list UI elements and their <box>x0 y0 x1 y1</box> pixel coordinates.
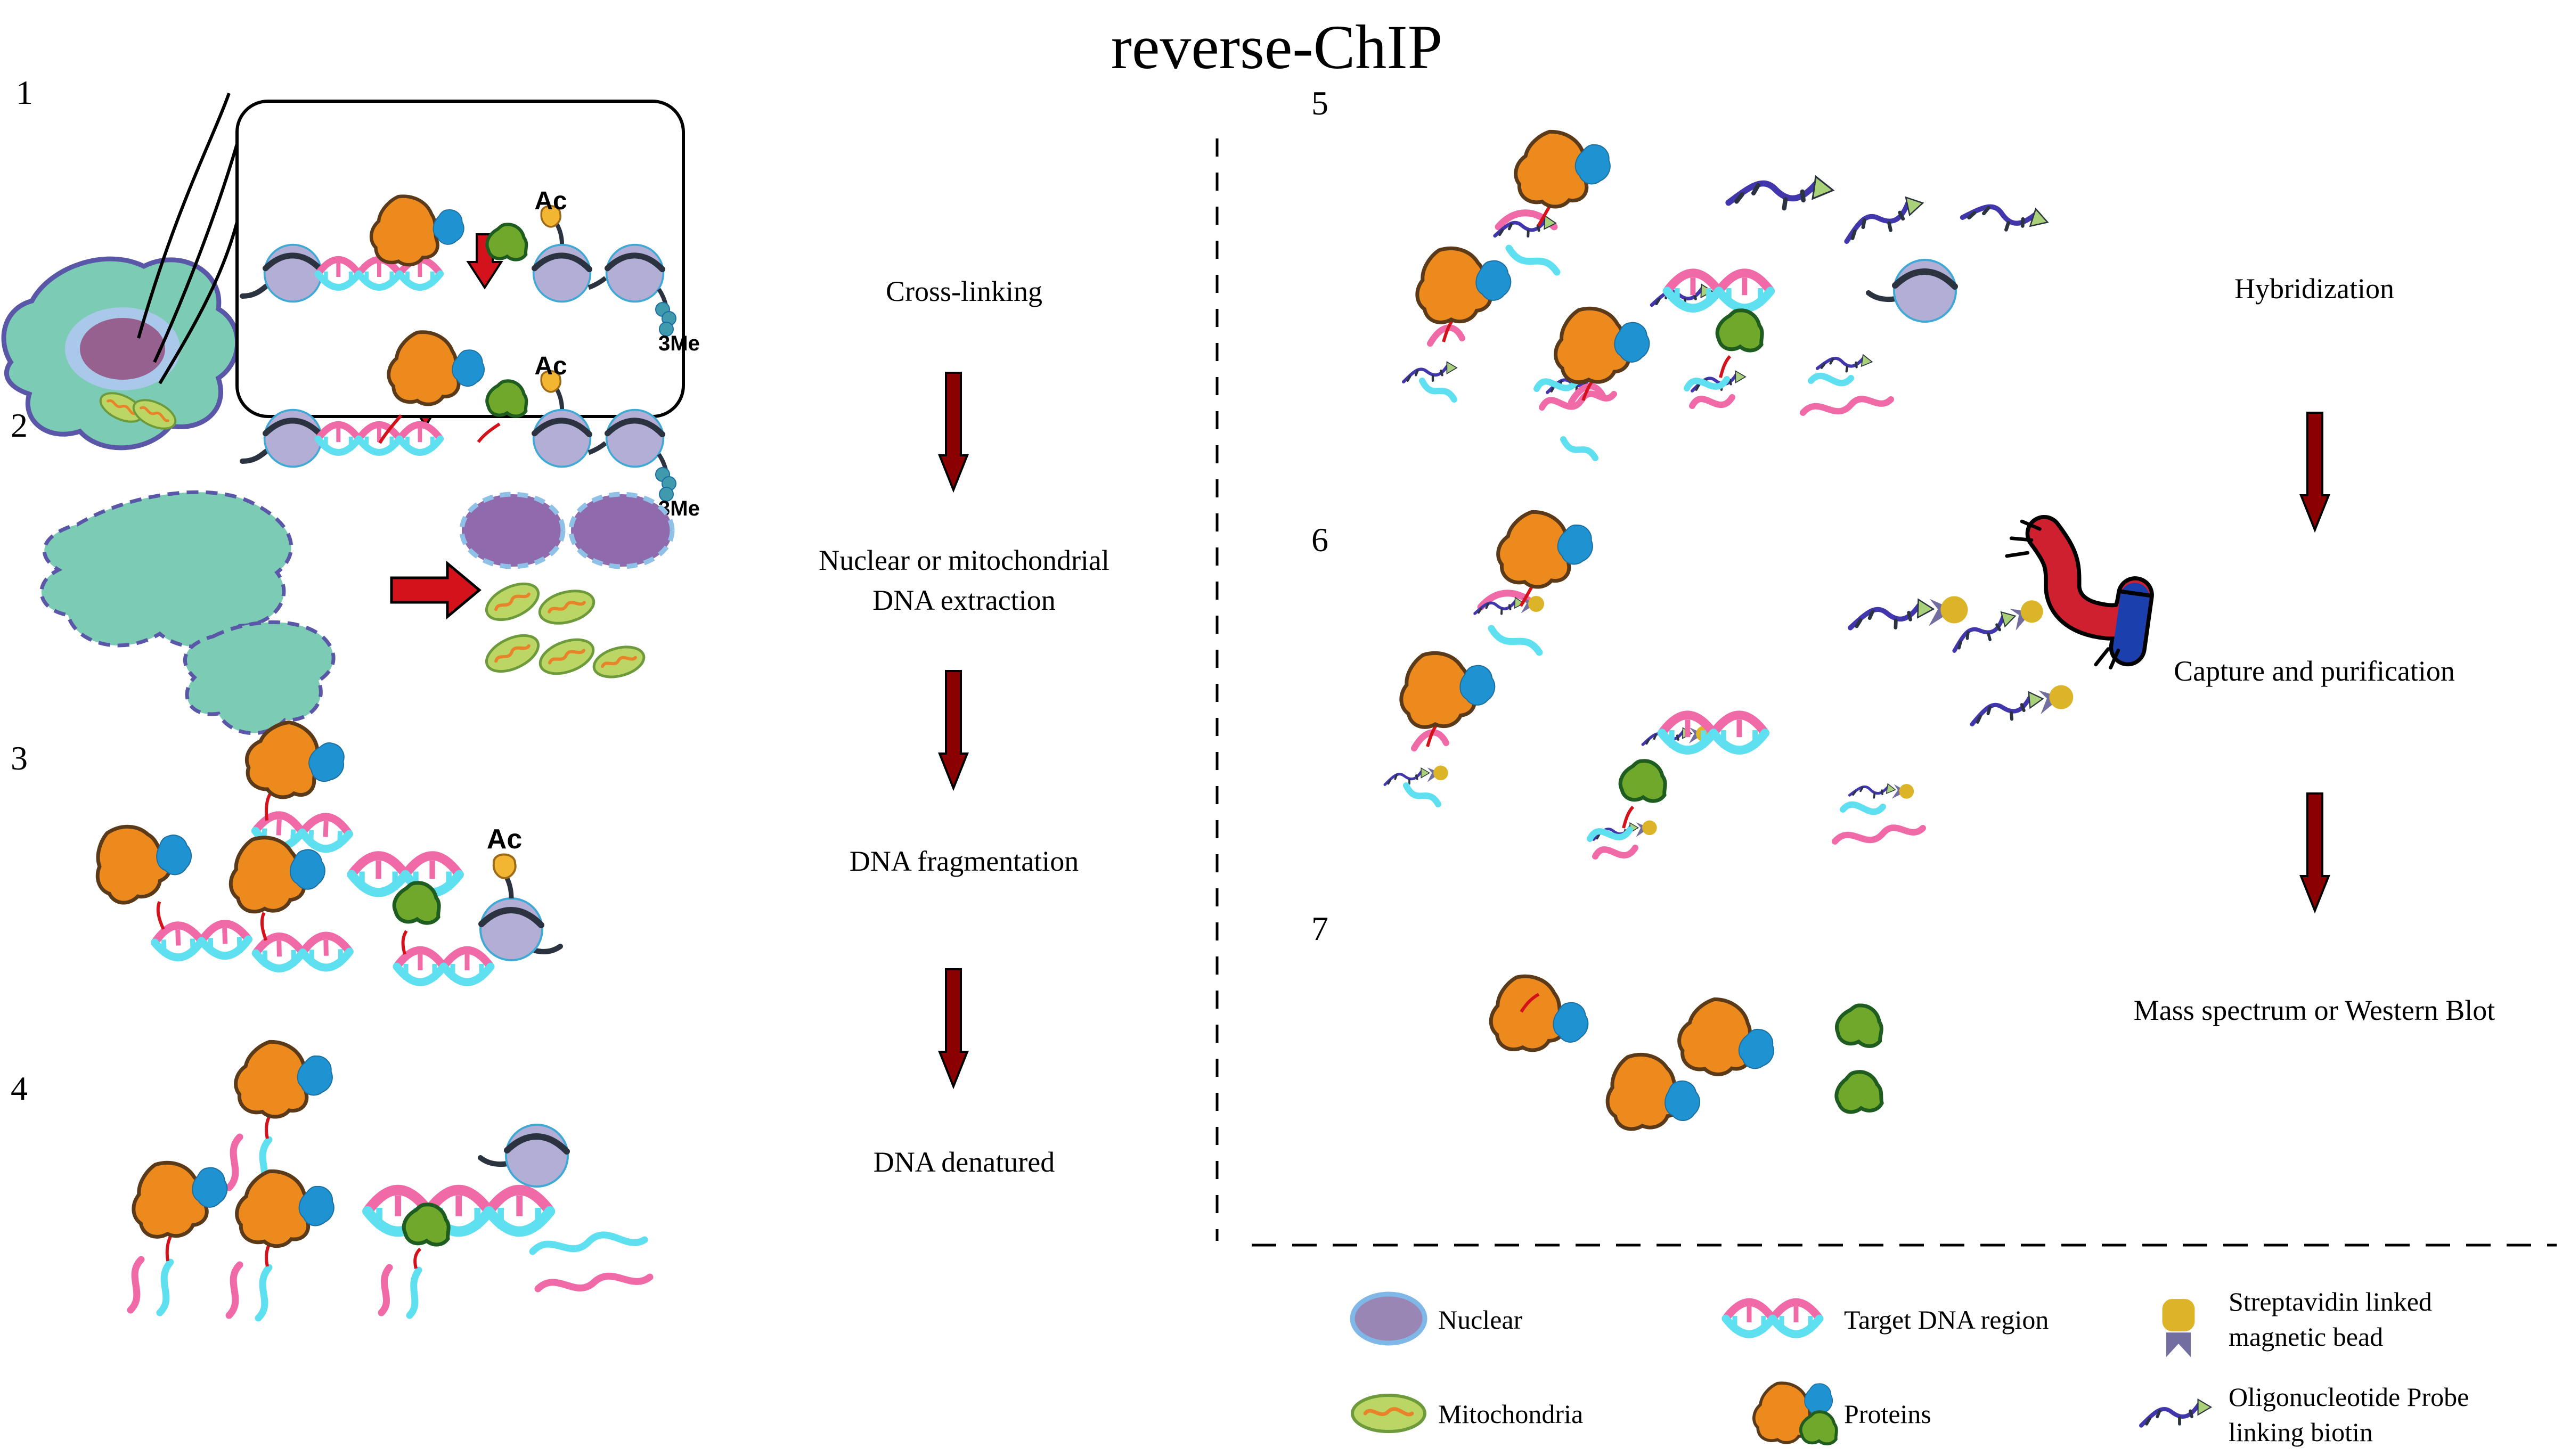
svg-text:Mass spectrum or Western Blot: Mass spectrum or Western Blot <box>2134 994 2495 1026</box>
svg-text:4: 4 <box>11 1069 28 1107</box>
svg-text:Hybridization: Hybridization <box>2234 273 2394 305</box>
svg-text:Mitochondria: Mitochondria <box>1438 1399 1583 1429</box>
svg-text:2: 2 <box>11 406 28 444</box>
svg-text:3Me: 3Me <box>658 332 700 355</box>
svg-text:Proteins: Proteins <box>1844 1399 1931 1429</box>
svg-text:linking biotin: linking biotin <box>2229 1417 2373 1447</box>
svg-text:DNA fragmentation: DNA fragmentation <box>850 845 1079 877</box>
svg-text:DNA denatured: DNA denatured <box>874 1146 1055 1178</box>
svg-text:1: 1 <box>16 73 33 111</box>
svg-text:Nuclear or mitochondrial: Nuclear or mitochondrial <box>819 544 1109 576</box>
svg-text:Cross-linking: Cross-linking <box>886 275 1042 307</box>
svg-text:Target DNA region: Target DNA region <box>1844 1305 2049 1335</box>
svg-text:Streptavidin linked: Streptavidin linked <box>2229 1287 2432 1316</box>
svg-text:magnetic bead: magnetic bead <box>2229 1322 2383 1352</box>
svg-text:6: 6 <box>1311 521 1328 559</box>
svg-text:Ac: Ac <box>534 352 567 380</box>
svg-text:Ac: Ac <box>534 187 567 215</box>
svg-text:Ac: Ac <box>487 824 522 855</box>
svg-text:3: 3 <box>11 739 28 777</box>
svg-text:Nuclear: Nuclear <box>1438 1305 1523 1335</box>
svg-text:DNA extraction: DNA extraction <box>872 584 1055 616</box>
svg-text:Oligonucleotide Probe: Oligonucleotide Probe <box>2229 1382 2469 1412</box>
svg-text:reverse-ChIP: reverse-ChIP <box>1111 12 1443 82</box>
svg-text:7: 7 <box>1311 910 1328 947</box>
svg-text:5: 5 <box>1311 84 1328 122</box>
svg-text:Capture and purification: Capture and purification <box>2174 655 2455 687</box>
